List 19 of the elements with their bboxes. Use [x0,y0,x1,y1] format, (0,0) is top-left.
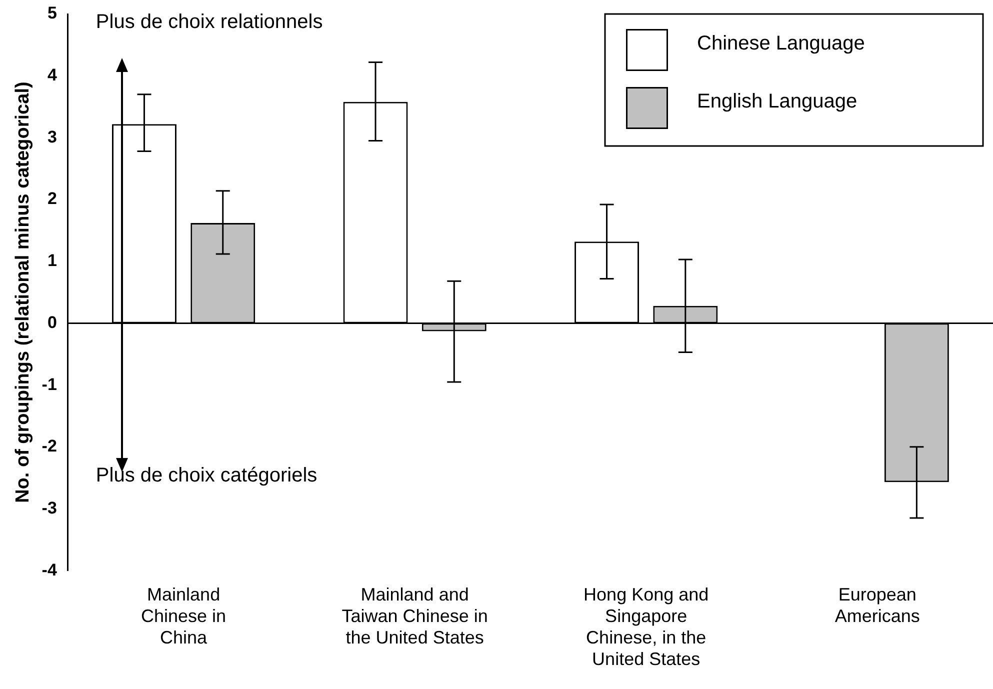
y-axis-title: No. of groupings (relational minus categorical) [12,82,34,503]
y-tick-label: 1 [47,251,57,270]
x-tick-label: Mainland Chinese in China [141,584,226,648]
y-tick-label: -2 [42,436,57,456]
y-tick-label: 0 [47,312,57,332]
y-tick-label: -1 [42,374,57,394]
y-tick-label: 3 [47,127,57,146]
annotation: Plus de choix catégoriels [96,464,318,486]
x-tick-label: Hong Kong and Singapore Chinese, in the United States [584,584,709,670]
y-tick-label: -3 [42,498,57,518]
x-tick-label: European Americans [834,584,920,626]
annotation: Plus de choix relationnels [96,10,323,33]
legend-label: Chinese Language [697,32,865,55]
y-tick-label: 5 [47,4,57,23]
y-tick-label: 2 [47,189,57,208]
legend-label: English Language [697,90,858,113]
x-tick-label: Mainland and Taiwan Chinese in the United States [342,584,488,648]
y-tick-label: -4 [42,560,58,580]
y-tick-label: 4 [47,66,58,85]
